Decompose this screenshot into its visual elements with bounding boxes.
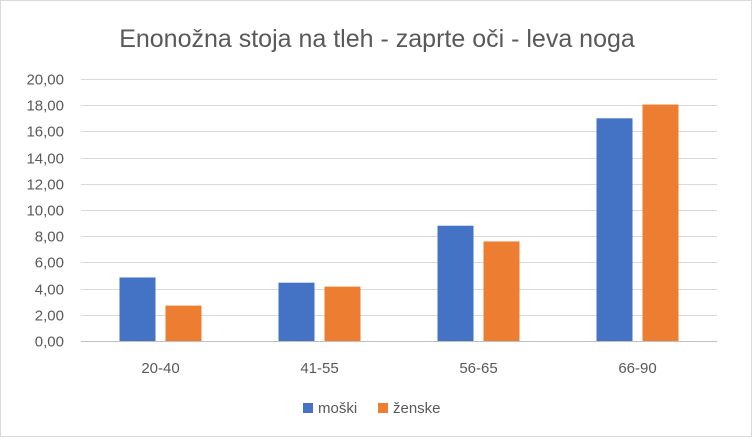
legend-swatch-moški	[303, 403, 313, 413]
bar-moški-66-90	[596, 118, 633, 341]
legend-label-ženske: ženske	[393, 400, 441, 417]
bar-moški-56-65	[437, 225, 474, 341]
bar-moški-41-55	[278, 282, 315, 341]
y-tick-label: 0,00	[35, 334, 64, 351]
bar-ženske-41-55	[324, 286, 361, 341]
y-axis-tick-labels: 0,00 2,00 4,00 6,00 8,00 10,00 12,00 14,00 16,00…	[26, 72, 64, 351]
x-category-label: 66-90	[618, 360, 656, 377]
chart-title: Enonožna stoja na tleh - zaprte oči - le…	[119, 25, 635, 53]
legend-label-moški: moški	[318, 400, 357, 417]
y-tick-label: 8,00	[35, 229, 64, 246]
x-category-label: 41-55	[300, 360, 338, 377]
y-tick-label: 12,00	[26, 177, 64, 194]
x-category-label: 20-40	[141, 360, 179, 377]
y-tick-label: 10,00	[26, 203, 64, 220]
legend-swatch-ženske	[378, 403, 388, 413]
y-tick-label: 20,00	[26, 72, 64, 89]
legend: moški ženske	[303, 400, 441, 417]
y-tick-label: 14,00	[26, 151, 64, 168]
bar-moški-20-40	[119, 277, 156, 341]
bar-ženske-66-90	[642, 104, 679, 341]
bars	[119, 104, 679, 341]
y-tick-label: 2,00	[35, 308, 64, 325]
y-tick-label: 4,00	[35, 282, 64, 299]
x-category-label: 56-65	[459, 360, 497, 377]
y-tick-label: 6,00	[35, 255, 64, 272]
x-axis-category-labels: 20-40 41-55 56-65 66-90	[141, 360, 656, 377]
y-tick-label: 16,00	[26, 124, 64, 141]
bar-ženske-20-40	[165, 305, 202, 341]
bar-ženske-56-65	[483, 241, 520, 341]
y-tick-label: 18,00	[26, 98, 64, 115]
